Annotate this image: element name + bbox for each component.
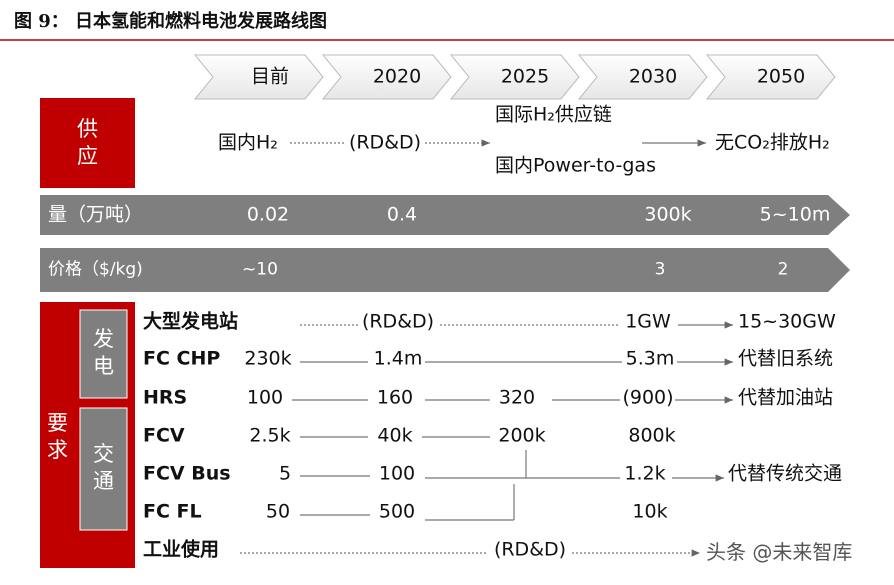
cell: 15~30GW (738, 310, 836, 333)
price-value: ~10 (242, 259, 278, 280)
cell: 500 (378, 500, 416, 523)
row-label: HRS (143, 386, 188, 409)
supply-item: 国内Power-to-gas (495, 154, 656, 177)
row-label: 大型发电站 (143, 310, 239, 333)
cell: 320 (498, 386, 536, 409)
cell: 230k (244, 347, 292, 370)
group-label: 发电 (93, 327, 114, 379)
cell: (RD&D) (493, 538, 567, 561)
cell: 50 (265, 500, 291, 523)
demand-label: 要求 (47, 411, 68, 463)
row-label: 工业使用 (143, 538, 220, 561)
volume-label: 量（万吨） (48, 203, 144, 226)
timeline-label: 2050 (756, 65, 806, 88)
row-label: FC FL (143, 500, 202, 523)
group-label: 交通 (93, 442, 114, 494)
volume-value: 300k (644, 203, 692, 226)
timeline-label: 2025 (500, 65, 550, 88)
volume-value: 0.4 (386, 203, 418, 226)
cell: (900) (622, 386, 674, 409)
volume-value: 5~10m (759, 203, 831, 226)
supply-label: 供应 (77, 117, 98, 169)
power-box (79, 309, 128, 399)
cell: 200k (498, 424, 546, 447)
cell: 代替旧系统 (738, 347, 834, 370)
cell: 代替传统交通 (728, 462, 843, 485)
timeline-chevrons (193, 54, 836, 100)
cell: 800k (628, 424, 676, 447)
price-label: 价格（$/kg) (48, 259, 143, 280)
cell: 代替加油站 (738, 386, 834, 409)
supply-box (40, 98, 135, 188)
watermark: 头条 @未来智库 (706, 540, 853, 564)
cell: (RD&D) (361, 310, 435, 333)
row-label: FC CHP (143, 347, 221, 370)
volume-band (40, 195, 850, 235)
cell: 40k (377, 424, 413, 447)
supply-item: 国际H₂供应链 (495, 103, 612, 126)
row-label: FCV Bus (143, 462, 231, 485)
cell: 1.4m (373, 347, 423, 370)
cell: 1.2k (624, 462, 666, 485)
timeline-label: 2030 (628, 65, 678, 88)
cell: 5 (278, 462, 292, 485)
cell: 5.3m (625, 347, 675, 370)
title: 图 9： 日本氢能和燃料电池发展路线图 (14, 11, 328, 32)
row-label: FCV (143, 424, 185, 447)
supply-item: (RD&D) (348, 131, 422, 154)
cell: 2.5k (249, 424, 291, 447)
cell: 10k (632, 500, 668, 523)
supply-item: 无CO₂排放H₂ (715, 131, 830, 154)
price-value: 3 (654, 259, 666, 280)
volume-value: 0.02 (246, 203, 290, 226)
connectors (240, 139, 733, 557)
cell: 160 (376, 386, 414, 409)
price-value: 2 (777, 259, 789, 280)
timeline-label: 2020 (372, 65, 422, 88)
cell: 100 (246, 386, 284, 409)
transport-box (79, 407, 128, 531)
cell: 100 (378, 462, 416, 485)
cell: 1GW (625, 310, 671, 333)
price-band (40, 248, 850, 292)
supply-item: 国内H₂ (218, 131, 278, 154)
timeline-label: 目前 (250, 65, 290, 88)
